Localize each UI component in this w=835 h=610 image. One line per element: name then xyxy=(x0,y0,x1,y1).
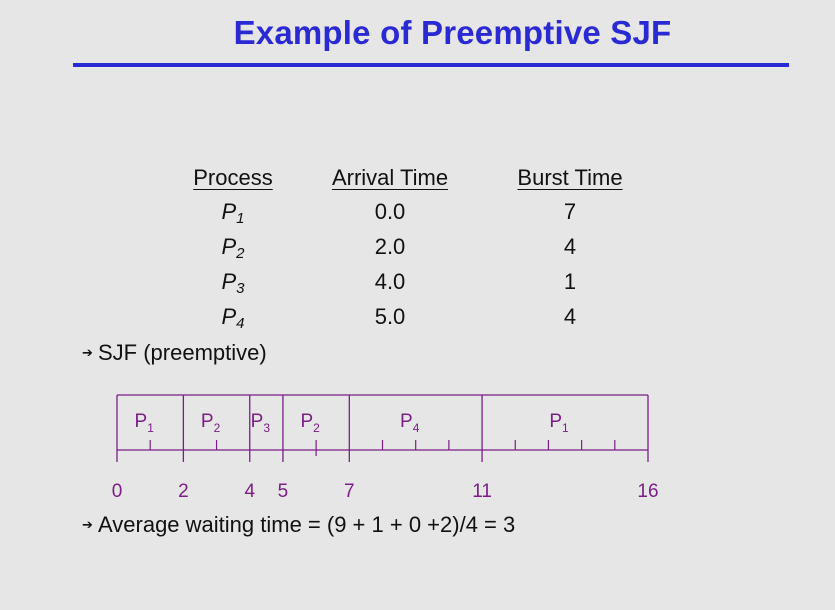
process-column: Process P1 P2 P3 P4 xyxy=(186,162,280,334)
bullet-sjf: ➔ SJF (preemptive) xyxy=(82,340,267,365)
burst-value: 4 xyxy=(563,304,577,329)
header-arrival-time: Arrival Time xyxy=(331,165,449,190)
burst-column: Burst Time 7 4 1 4 xyxy=(502,162,638,334)
arrival-value: 5.0 xyxy=(374,304,406,329)
bullet-arrow-icon: ➔ xyxy=(82,345,93,360)
burst-value: 7 xyxy=(563,199,577,224)
burst-value: 1 xyxy=(563,269,577,294)
burst-value: 4 xyxy=(563,234,577,259)
gantt-segment-label: P1 xyxy=(135,411,155,435)
header-process: Process xyxy=(193,165,273,190)
process-name: P2 xyxy=(221,234,245,262)
gantt-time-label: 4 xyxy=(244,481,255,500)
bullet-arrow-icon: ➔ xyxy=(82,517,93,532)
process-name: P4 xyxy=(221,304,245,332)
slide-title: Example of Preemptive SJF xyxy=(233,14,672,51)
gantt-segment-label: P2 xyxy=(201,411,221,435)
gantt-segment-label: P4 xyxy=(400,411,420,435)
gantt-time-label: 7 xyxy=(344,481,355,500)
arrival-value: 4.0 xyxy=(374,269,406,294)
header-burst-time: Burst Time xyxy=(517,165,623,190)
arrival-column: Arrival Time 0.0 2.0 4.0 5.0 xyxy=(316,162,464,334)
title-divider xyxy=(73,63,789,67)
gantt-time-label: 16 xyxy=(637,481,658,500)
process-table: Process P1 P2 P3 P4 Arrival Time 0.0 2.0… xyxy=(0,162,835,342)
gantt-time-label: 0 xyxy=(112,481,123,500)
arrival-value: 2.0 xyxy=(374,234,406,259)
gantt-segment-label: P1 xyxy=(549,411,569,435)
process-name: P1 xyxy=(221,199,245,227)
gantt-segment-label: P3 xyxy=(251,411,271,435)
gantt-time-label: 11 xyxy=(472,481,492,500)
process-name: P3 xyxy=(221,269,245,297)
gantt-time-label: 5 xyxy=(278,481,289,500)
gantt-segment-label: P2 xyxy=(300,411,320,435)
gantt-time-label: 2 xyxy=(178,481,189,500)
arrival-value: 0.0 xyxy=(374,199,406,224)
bullet-average-waiting: ➔ Average waiting time = (9 + 1 + 0 +2)/4… xyxy=(82,512,516,537)
gantt-chart: P1 P2 P3 P2 P4 P1 0 2 4 5 7 11 16 xyxy=(112,394,659,500)
